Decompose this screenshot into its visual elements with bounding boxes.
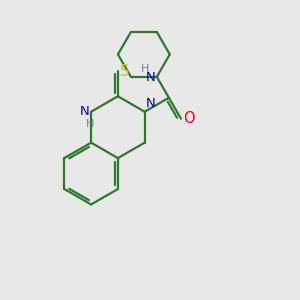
- Text: H: H: [86, 119, 95, 129]
- Text: N: N: [80, 105, 90, 118]
- Text: N: N: [146, 97, 156, 110]
- Text: N: N: [146, 71, 155, 84]
- Text: O: O: [183, 111, 195, 126]
- Text: S: S: [120, 64, 130, 79]
- Text: H: H: [141, 64, 149, 74]
